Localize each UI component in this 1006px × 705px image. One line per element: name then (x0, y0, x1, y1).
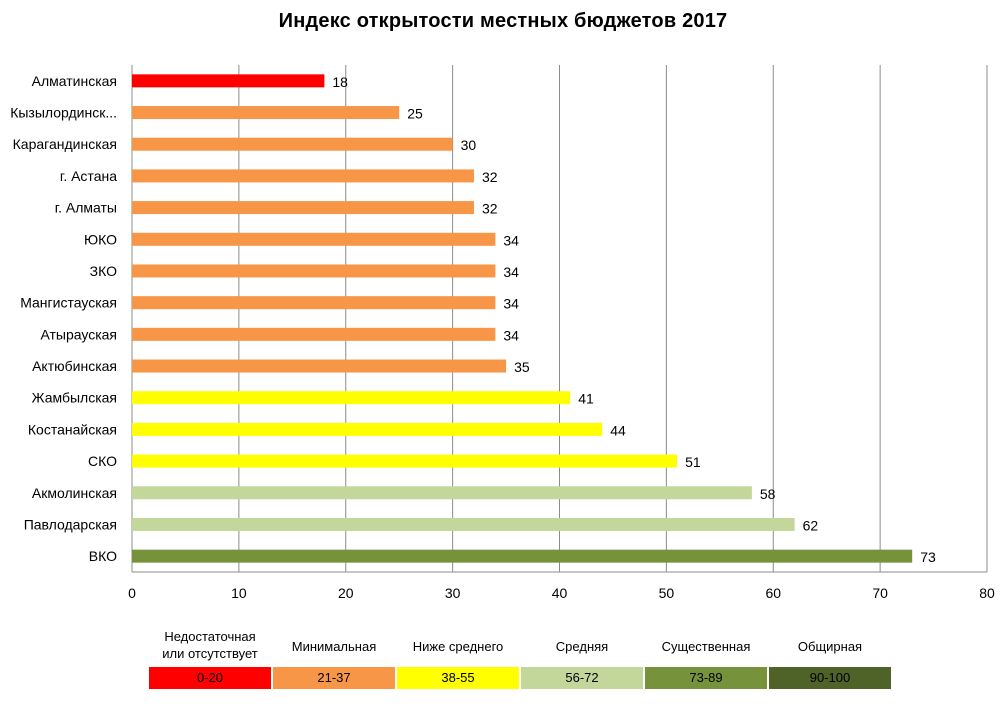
y-tick-label: ЗКО (90, 263, 117, 279)
legend-label: Средняя (555, 639, 609, 654)
data-label: 34 (503, 232, 519, 248)
legend-swatch: 21-37 (273, 667, 395, 689)
bar (132, 517, 795, 531)
data-label: 30 (461, 137, 477, 153)
bar (132, 201, 474, 215)
y-tick-label: Атырауская (40, 326, 117, 342)
legend-label: Недостаточная или отсутствует (162, 629, 258, 661)
chart-title: Индекс открытости местных бюджетов 2017 (278, 10, 728, 32)
bar (132, 422, 603, 436)
y-tick-label: г. Алматы (55, 200, 117, 216)
data-label: 32 (482, 201, 498, 217)
y-tick-label: Павлодарская (24, 516, 117, 532)
x-tick-label: 0 (128, 585, 136, 601)
legend-swatch: 73-89 (645, 667, 767, 689)
y-tick-label: Карагандинская (13, 136, 117, 152)
bar (132, 169, 474, 183)
y-tick-label: г. Астана (60, 168, 117, 184)
x-tick-label: 60 (765, 585, 781, 601)
bar (132, 137, 453, 151)
data-label: 34 (503, 296, 519, 312)
data-label: 34 (503, 327, 519, 343)
data-label: 18 (332, 74, 348, 90)
y-tick-label: Жамбылская (32, 390, 117, 406)
data-label: 58 (760, 486, 776, 502)
data-label: 73 (920, 549, 936, 565)
data-label: 51 (685, 454, 701, 470)
legend-swatch: 38-55 (397, 667, 519, 689)
data-label: 32 (482, 169, 498, 185)
bar (132, 327, 496, 341)
bar (132, 486, 752, 500)
y-tick-label: Мангистауская (20, 295, 117, 311)
y-tick-label: Алматинская (32, 73, 117, 89)
x-tick-label: 30 (445, 585, 461, 601)
bar (132, 264, 496, 278)
bar (132, 359, 507, 373)
y-tick-label: ВКО (89, 548, 117, 564)
y-tick-label: СКО (88, 453, 117, 469)
data-label: 34 (503, 264, 519, 280)
legend-label: Общирная (797, 639, 863, 654)
bar (132, 106, 400, 120)
legend-label: Существенная (661, 639, 751, 654)
bar (132, 232, 496, 246)
x-tick-label: 50 (659, 585, 675, 601)
x-tick-label: 70 (872, 585, 888, 601)
y-tick-label: Акмолинская (32, 485, 117, 501)
x-tick-label: 80 (979, 585, 995, 601)
x-tick-label: 10 (231, 585, 247, 601)
bar (132, 391, 571, 405)
x-tick-label: 40 (552, 585, 568, 601)
x-tick-label: 20 (338, 585, 354, 601)
data-label: 25 (407, 106, 423, 122)
legend-label: Ниже среднего (412, 639, 504, 654)
bar (132, 296, 496, 310)
data-label: 41 (578, 391, 594, 407)
y-tick-label: Актюбинская (32, 358, 117, 374)
bar (132, 454, 678, 468)
data-label: 44 (610, 422, 626, 438)
y-tick-label: ЮКО (84, 231, 117, 247)
bar (132, 74, 325, 88)
legend-swatch: 90-100 (769, 667, 891, 689)
legend-swatch: 56-72 (521, 667, 643, 689)
legend-swatch: 0-20 (149, 667, 271, 689)
bar (132, 549, 913, 563)
legend-label: Минимальная (291, 639, 377, 654)
data-label: 62 (803, 517, 819, 533)
y-tick-label: Кызылординск... (10, 105, 117, 121)
data-label: 35 (514, 359, 530, 375)
y-tick-label: Костанайская (28, 421, 117, 437)
